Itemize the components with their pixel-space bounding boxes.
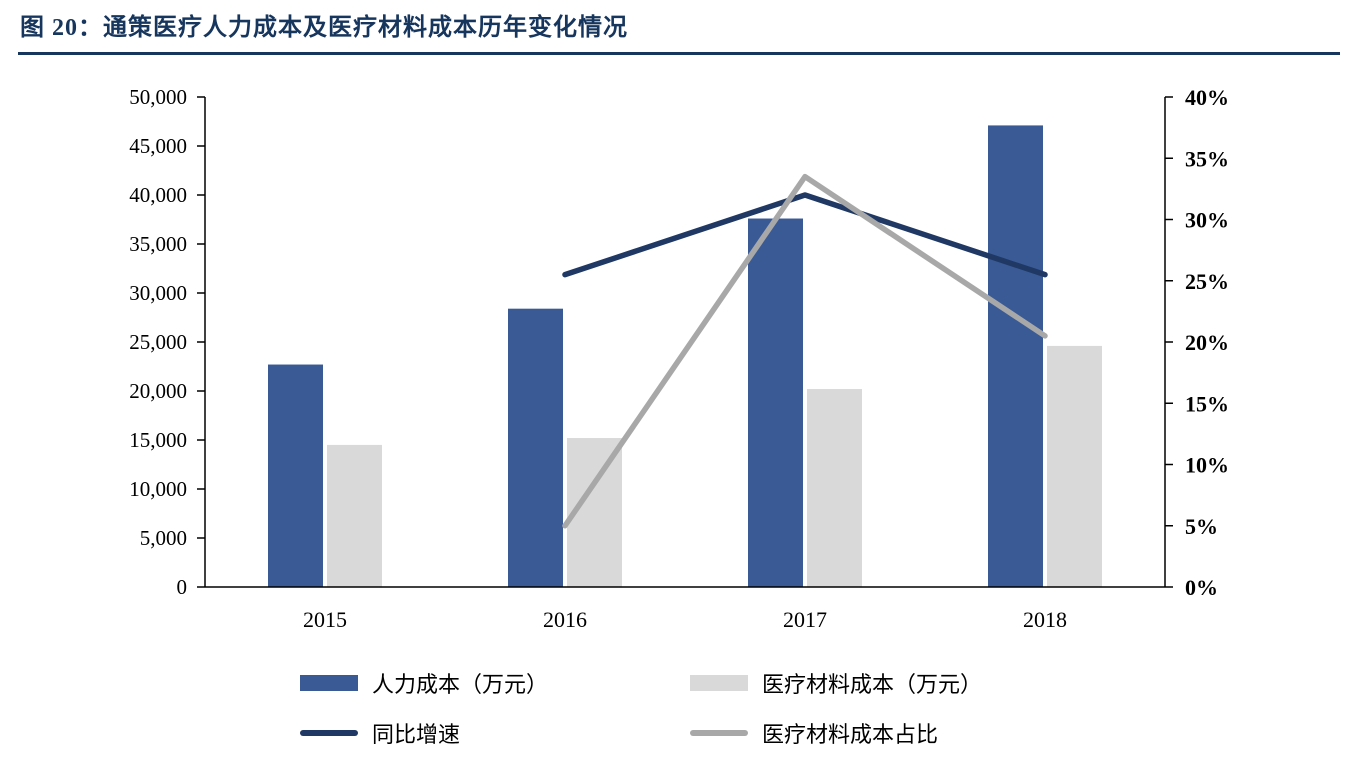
- chart-legend: 人力成本（万元） 医疗材料成本（万元） 同比增速 医疗材料成本占比: [300, 667, 1358, 749]
- legend-label-material-cost: 医疗材料成本（万元）: [762, 672, 983, 698]
- bar-material-cost-2018: [1047, 346, 1102, 588]
- chart-area: 0 5,000 10,000 15,000 20,000 25,000 30,000 35,0…: [0, 79, 1358, 659]
- right-axis-label: 30%: [1185, 208, 1229, 233]
- x-axis-label: 2017: [783, 607, 827, 632]
- right-axis-label: 10%: [1185, 453, 1229, 478]
- left-axis-label: 15,000: [129, 428, 187, 452]
- left-axis-label: 35,000: [129, 232, 187, 256]
- figure-title: 图 20：通策医疗人力成本及医疗材料成本历年变化情况: [20, 15, 628, 41]
- left-axis-label: 10,000: [129, 477, 187, 501]
- legend-swatch-material-cost-share: [690, 730, 748, 737]
- x-axis-label: 2016: [543, 607, 587, 632]
- legend-item-yoy-growth: 同比增速: [300, 717, 690, 749]
- left-axis-label: 40,000: [129, 183, 187, 207]
- cost-trend-chart: 0 5,000 10,000 15,000 20,000 25,000 30,000 35,0…: [129, 85, 1229, 632]
- bar-labor-cost-2015: [268, 364, 323, 588]
- legend-swatch-material-cost: [690, 675, 748, 692]
- legend-item-labor-cost: 人力成本（万元）: [300, 667, 690, 699]
- right-axis-label: 25%: [1185, 269, 1229, 294]
- bar-labor-cost-2017: [748, 218, 803, 588]
- line-yoy-growth: [562, 192, 1048, 278]
- x-axis-label: 2015: [303, 607, 347, 632]
- left-axis-label: 30,000: [129, 281, 187, 305]
- left-axis-label: 20,000: [129, 379, 187, 403]
- left-axis-label: 5,000: [140, 526, 187, 550]
- x-axis-label: 2018: [1023, 607, 1067, 632]
- right-axis-label: 35%: [1185, 147, 1229, 172]
- line-material-cost-share: [562, 174, 1048, 529]
- bar-material-cost-2017: [807, 389, 862, 588]
- title-divider: [18, 52, 1340, 56]
- right-axis-label: 5%: [1185, 514, 1218, 539]
- bar-labor-cost-2018: [988, 125, 1043, 588]
- legend-label-yoy-growth: 同比增速: [372, 722, 461, 748]
- right-axis-label: 0%: [1185, 575, 1218, 600]
- right-axis-label: 15%: [1185, 392, 1229, 417]
- legend-label-material-cost-share: 医疗材料成本占比: [762, 722, 939, 748]
- left-axis-label: 0: [177, 575, 188, 599]
- right-axis-label: 40%: [1185, 85, 1229, 110]
- left-axis-label: 25,000: [129, 330, 187, 354]
- left-axis-label: 50,000: [129, 85, 187, 109]
- bar-labor-cost-2016: [508, 309, 563, 588]
- left-axis-label: 45,000: [129, 134, 187, 158]
- right-axis-label: 20%: [1185, 330, 1229, 355]
- legend-item-material-cost: 医疗材料成本（万元）: [690, 667, 982, 699]
- legend-swatch-yoy-growth: [300, 730, 358, 737]
- legend-label-labor-cost: 人力成本（万元）: [372, 672, 549, 698]
- bar-material-cost-2015: [327, 445, 382, 588]
- legend-item-material-cost-share: 医疗材料成本占比: [690, 717, 982, 749]
- legend-swatch-labor-cost: [300, 675, 358, 692]
